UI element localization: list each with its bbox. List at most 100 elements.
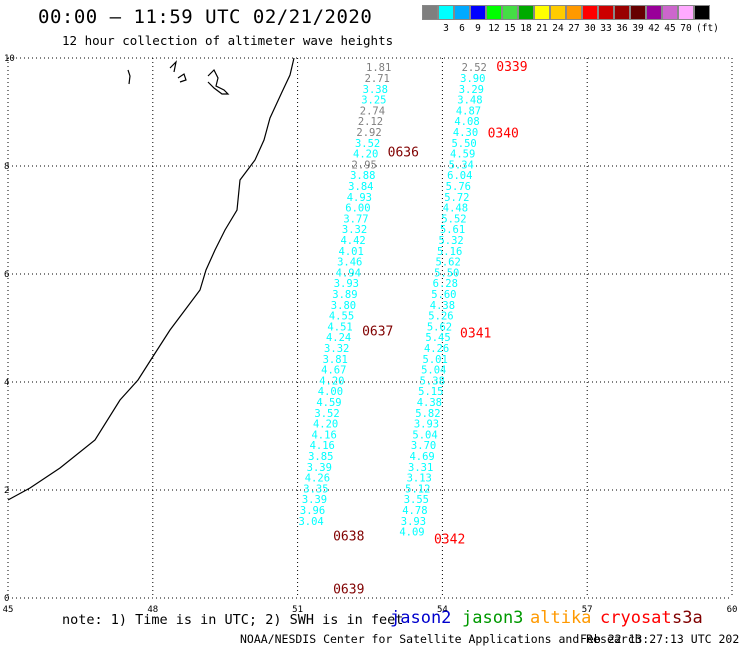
lon-tick-label: 45 xyxy=(3,605,14,615)
lon-tick-label: 51 xyxy=(292,605,303,615)
wave-height-value: 4.20 xyxy=(313,419,338,431)
colorbar-tick-label: 33 xyxy=(600,23,612,34)
wave-height-value: 5.62 xyxy=(436,257,461,269)
pass-time-label: 0636 xyxy=(388,145,419,160)
lat-tick-label: 8 xyxy=(4,162,9,172)
wave-height-value: 4.67 xyxy=(321,365,346,377)
wave-height-value: 4.38 xyxy=(430,300,455,312)
units-note: note: 1) Time is in UTC; 2) SWH is in fe… xyxy=(62,612,404,628)
wave-height-value: 5.26 xyxy=(428,311,453,323)
colorbar-swatch xyxy=(662,5,678,20)
axis-ticks: 45 48 51 54 57 60 0 2 4 6 8 10 xyxy=(3,54,738,615)
pass-time-label: 0638 xyxy=(333,529,364,544)
lat-tick-label: 6 xyxy=(4,270,9,280)
wave-height-value: 3.80 xyxy=(331,300,356,312)
wave-height-value: 2.92 xyxy=(356,127,381,139)
wave-height-value: 3.46 xyxy=(337,257,362,269)
colorbar-tick-label: 6 xyxy=(459,23,465,34)
colorbar-tick-label: 39 xyxy=(632,23,644,34)
wave-height-value: 4.48 xyxy=(443,203,468,215)
page-subtitle: 12 hour collection of altimeter wave hei… xyxy=(62,33,394,48)
pass-time-label: 0637 xyxy=(362,325,393,340)
wave-height-value: 4.01 xyxy=(339,246,364,258)
wave-height-value: 4.00 xyxy=(318,386,343,398)
colorbar-swatch xyxy=(582,5,598,20)
coastline xyxy=(7,57,295,501)
wave-height-value: 4.38 xyxy=(417,397,442,409)
wave-height-value: 5.62 xyxy=(427,321,452,333)
wave-height-value: 5.15 xyxy=(418,386,443,398)
wave-height-value: 4.78 xyxy=(402,505,427,517)
wave-height-value: 4.26 xyxy=(424,343,449,355)
wave-height-value: 5.50 xyxy=(434,267,459,279)
wave-height-value: 3.90 xyxy=(460,73,485,85)
mission-cryosat: cryosat xyxy=(600,608,672,628)
colorbar-swatch xyxy=(502,5,518,20)
colorbar-swatch xyxy=(486,5,502,20)
lat-tick-label: 10 xyxy=(4,54,15,64)
pass-time-label: 0341 xyxy=(460,326,491,341)
wave-height-value: 5.60 xyxy=(431,289,456,301)
wave-height-value: 3.77 xyxy=(343,213,368,225)
wave-height-value: 3.89 xyxy=(332,289,357,301)
colorbar-swatch xyxy=(470,5,486,20)
lon-tick-label: 48 xyxy=(147,605,158,615)
satellite-track: 2.523.903.293.484.874.084.305.504.595.34… xyxy=(399,60,527,547)
wave-height-value: 6.00 xyxy=(345,203,370,215)
colorbar-tick-label: 70 xyxy=(680,23,692,34)
lon-tick-label: 57 xyxy=(582,605,593,615)
wave-height-value: 5.34 xyxy=(449,159,474,171)
wave-height-value: 4.08 xyxy=(454,116,479,128)
wave-height-value: 5.01 xyxy=(423,354,448,366)
lat-tick-label: 0 xyxy=(4,594,9,604)
lon-tick-label: 60 xyxy=(727,605,738,615)
colorbar-swatch xyxy=(566,5,582,20)
wave-height-value: 3.88 xyxy=(350,170,375,182)
colorbar-tick-label: 21 xyxy=(536,23,548,34)
wave-height-value: 5.50 xyxy=(451,138,476,150)
colorbar-tick-label: 24 xyxy=(552,23,564,34)
wave-height-value: 4.51 xyxy=(327,321,352,333)
colorbar-tick-label: 30 xyxy=(584,23,596,34)
wave-height-value: 3.81 xyxy=(323,354,348,366)
wave-height-value: 5.38 xyxy=(420,375,445,387)
colorbar-tick-label: 3 xyxy=(443,23,449,34)
colorbar-swatch xyxy=(630,5,646,20)
wave-height-value: 3.39 xyxy=(302,494,327,506)
colorbar-swatch xyxy=(694,5,710,20)
wave-height-value: 4.16 xyxy=(310,440,335,452)
colorbar-tick-label: 12 xyxy=(488,23,500,34)
wave-height-value: 5.04 xyxy=(412,429,437,441)
wave-height-value: 4.87 xyxy=(456,105,481,117)
colorbar-swatch xyxy=(646,5,662,20)
wave-height-value: 5.76 xyxy=(446,181,471,193)
wave-height-value: 3.70 xyxy=(411,440,436,452)
colorbar-swatch xyxy=(438,5,454,20)
wave-height-value: 4.26 xyxy=(305,473,330,485)
colorbar-swatch xyxy=(518,5,534,20)
mission-altika: altika xyxy=(530,608,592,628)
wave-height-value: 3.52 xyxy=(314,408,339,420)
colorbar-tick-label: 27 xyxy=(568,23,580,34)
wave-height-value: 3.55 xyxy=(404,494,429,506)
wave-height-value: 4.59 xyxy=(450,149,475,161)
wave-height-value: 5.45 xyxy=(425,332,450,344)
island-outline xyxy=(207,68,230,95)
wave-height-value: 4.42 xyxy=(340,235,365,247)
wave-height-value: 3.25 xyxy=(361,95,386,107)
colorbar-tick-label: 9 xyxy=(475,23,481,34)
wave-height-value: 4.94 xyxy=(336,267,361,279)
coastline-path xyxy=(7,57,295,501)
wave-height-value: 2.12 xyxy=(358,116,383,128)
wave-height-value: 5.04 xyxy=(421,365,446,377)
colorbar-swatch xyxy=(678,5,694,20)
wave-height-value: 3.93 xyxy=(401,516,426,528)
pass-time-label: 0639 xyxy=(333,582,364,597)
colorbar-tick-label: 45 xyxy=(664,23,676,34)
wave-height-value: 3.93 xyxy=(414,419,439,431)
wave-height-value: 5.82 xyxy=(415,408,440,420)
wave-height-value: 5.32 xyxy=(438,235,463,247)
colorbar-swatch xyxy=(422,5,438,20)
